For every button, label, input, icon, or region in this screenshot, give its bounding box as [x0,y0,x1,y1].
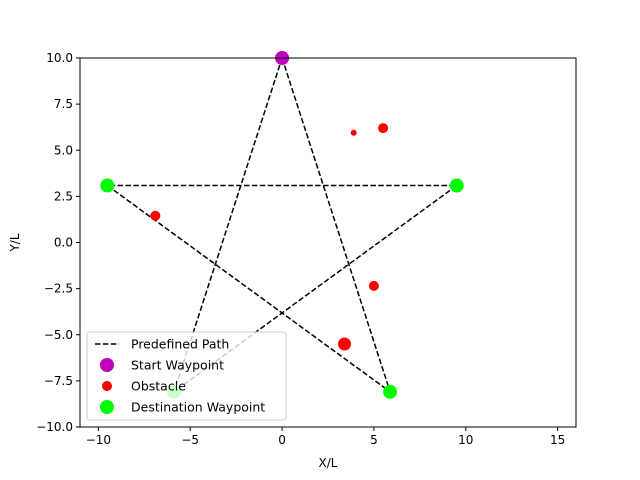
legend-label: Obstacle [131,379,186,394]
y-axis-label: Y/L [8,233,22,252]
x-tick-label: −10 [86,433,111,447]
legend-label: Destination Waypoint [131,400,265,415]
x-tick-label: 10 [458,433,473,447]
y-tick-label: −2.5 [44,282,73,296]
y-tick-label: 10.0 [46,51,73,65]
legend-marker-key [100,400,114,414]
legend-label: Predefined Path [131,337,229,352]
y-tick-label: 5.0 [54,143,73,157]
obstacle-point [338,337,352,351]
y-tick-label: −7.5 [44,374,73,388]
obstacle-point [150,210,161,221]
y-tick-label: 7.5 [54,97,73,111]
destination-waypoint-point [449,178,464,193]
x-tick-label: 0 [278,433,286,447]
x-tick-label: 15 [550,433,565,447]
y-tick-label: 0.0 [54,236,73,250]
y-tick-label: −5.0 [44,328,73,342]
x-tick-label: 5 [370,433,378,447]
y-axis-ticks: −10.0 −7.5 −5.0 −2.5 0.0 2.5 5.0 7.5 10.0 [36,51,80,434]
legend-box [86,331,287,421]
y-tick-label: 2.5 [54,189,73,203]
obstacle-point [350,129,357,136]
y-tick-label: −10.0 [36,420,73,434]
legend-label: Start Waypoint [131,358,224,373]
obstacle-point [368,280,379,291]
legend-marker-key [100,358,114,372]
legend: Predefined Path Start Waypoint Obstacle Des… [86,331,287,421]
x-tick-label: −5 [181,433,199,447]
legend-marker-key [102,381,112,391]
destination-waypoint-point [100,178,115,193]
x-axis-label: X/L [319,456,338,470]
x-axis-ticks: −10 −5 0 5 10 15 [86,427,565,447]
destination-waypoint-point [383,384,398,399]
obstacle-point [378,123,389,134]
